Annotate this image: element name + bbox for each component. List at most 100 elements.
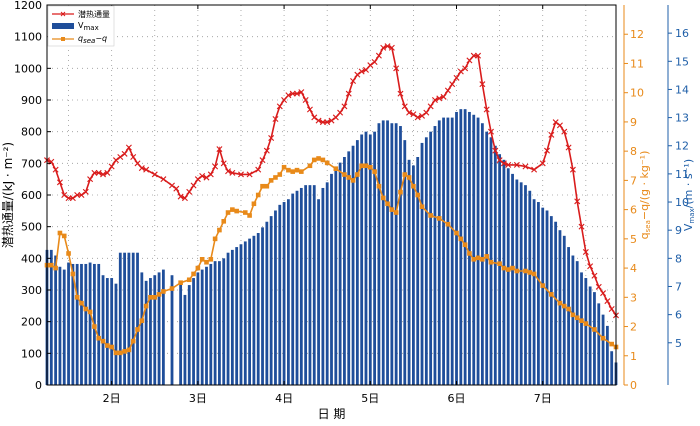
- vmax-bar: [480, 123, 484, 385]
- qdiff-point: [126, 347, 132, 353]
- vmax-bar: [472, 114, 476, 386]
- vmax-bar: [593, 292, 596, 385]
- latent-heat-point: [496, 157, 503, 164]
- qdiff-point: [247, 213, 252, 218]
- left-axis-tick-label: 1100: [14, 31, 42, 44]
- latent-heat-point: [354, 71, 361, 78]
- qdiff-point: [242, 210, 248, 215]
- vmax-bar: [468, 111, 471, 386]
- vmax-bar: [394, 123, 398, 385]
- vmax-bar: [506, 168, 510, 385]
- vmax-bar: [192, 278, 195, 385]
- qdiff-point: [350, 178, 356, 183]
- mid-axis-tick-label: 8: [630, 145, 637, 158]
- right-axis-tick-label: 14: [675, 83, 689, 96]
- qdiff-point: [49, 262, 54, 268]
- latent-heat-point: [384, 43, 391, 50]
- latent-heat-point: [52, 166, 59, 173]
- latent-heat-point: [285, 92, 292, 99]
- vmax-bar: [252, 235, 256, 385]
- qdiff-point: [113, 350, 119, 356]
- vmax-bar: [368, 134, 372, 385]
- vmax-bar: [187, 285, 191, 385]
- qdiff-point: [260, 183, 265, 189]
- vmax-bar: [524, 185, 527, 385]
- qdiff-point: [96, 335, 102, 341]
- vmax-bar: [282, 202, 286, 385]
- vmax-bar: [541, 207, 545, 385]
- latent-heat-point: [225, 168, 232, 175]
- vmax-bar: [429, 131, 433, 385]
- latent-heat-point: [371, 59, 378, 65]
- vmax-bar: [571, 255, 575, 385]
- qdiff-point: [139, 318, 145, 323]
- qdiff-point: [579, 318, 584, 323]
- qdiff-point: [355, 172, 360, 177]
- left-axis-tick-label: 500: [21, 221, 42, 234]
- latent-heat-point: [600, 290, 607, 297]
- vmax-bar: [437, 120, 441, 385]
- latent-heat-point: [470, 52, 477, 59]
- qdiff-point: [475, 255, 481, 261]
- latent-heat-point: [345, 90, 352, 97]
- latent-heat-point: [289, 90, 296, 97]
- legend-label-vmax: Vmax: [78, 21, 99, 32]
- vmax-bar: [519, 182, 523, 385]
- vmax-bar: [610, 351, 614, 385]
- qdiff-point: [367, 164, 373, 170]
- qdiff-point: [462, 242, 468, 247]
- vmax-bar: [334, 168, 338, 385]
- latent-heat-point: [556, 122, 563, 129]
- vmax-bar: [235, 247, 239, 385]
- latent-heat-point: [130, 154, 137, 160]
- qdiff-point: [61, 233, 67, 239]
- qdiff-point: [385, 201, 390, 207]
- latent-heat-point: [186, 188, 193, 195]
- vmax-bar: [286, 199, 290, 385]
- vmax-bar: [347, 151, 351, 385]
- vmax-bar: [304, 185, 308, 385]
- vmax-bar: [144, 280, 148, 385]
- qdiff-point: [411, 183, 416, 189]
- latent-heat-point: [440, 93, 447, 100]
- qdiff-point: [376, 183, 382, 189]
- left-axis-label: 潜热通量/(kJ · m⁻²): [1, 142, 15, 248]
- qdiff-point: [501, 265, 507, 271]
- qdiff-point: [290, 169, 296, 174]
- right-axis-label: Vmax/(m · s⁻¹): [682, 159, 696, 231]
- latent-heat-point: [143, 166, 150, 173]
- latent-heat-point: [95, 169, 102, 176]
- latent-heat-point: [561, 128, 568, 135]
- legend-label-qdiff: qsea−q: [78, 34, 107, 45]
- vmax-bar: [291, 193, 295, 385]
- qdiff-point: [393, 210, 399, 215]
- vmax-bar: [420, 142, 424, 385]
- qdiff-point: [83, 306, 89, 312]
- qdiff-point: [234, 208, 239, 214]
- qdiff-point: [428, 213, 433, 218]
- right-axis-tick-label: 9: [675, 224, 682, 237]
- latent-heat-point: [56, 179, 63, 186]
- latent-heat-point: [220, 160, 227, 167]
- latent-heat-point: [69, 195, 76, 202]
- qdiff-point: [57, 230, 63, 236]
- latent-heat-point: [457, 68, 464, 75]
- latent-heat-point: [350, 78, 357, 84]
- qdiff-point: [566, 306, 571, 312]
- vmax-bar: [200, 269, 204, 385]
- latent-heat-point: [194, 176, 201, 183]
- mid-axis-tick-label: 7: [630, 174, 637, 187]
- left-axis-tick-label: 0: [35, 379, 42, 392]
- vmax-bar: [463, 109, 467, 386]
- vmax-bar: [601, 314, 605, 385]
- vmax-bar: [54, 255, 58, 385]
- qdiff-point: [592, 327, 597, 332]
- vmax-bar: [123, 252, 126, 385]
- latent-heat-point: [358, 68, 365, 75]
- qdiff-point: [281, 164, 287, 170]
- qdiff-point: [264, 183, 270, 189]
- right-axis-tick-label: 10: [675, 196, 689, 209]
- vmax-bar: [412, 165, 415, 385]
- left-axis-tick-label: 700: [21, 157, 42, 170]
